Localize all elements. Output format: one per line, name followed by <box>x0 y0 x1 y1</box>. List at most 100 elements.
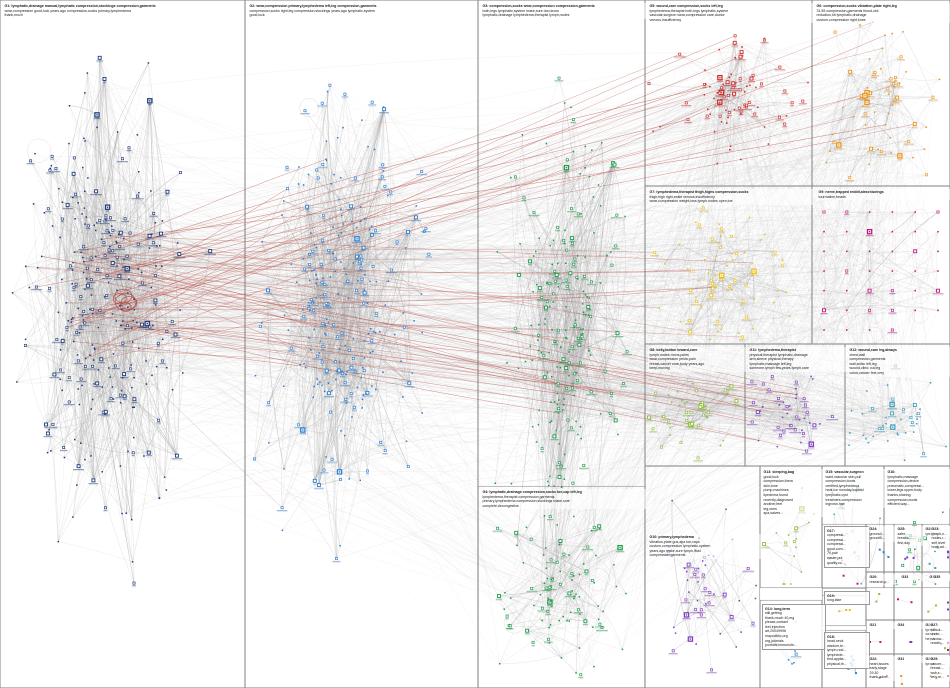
graph-node <box>754 597 757 600</box>
graph-node <box>670 401 673 403</box>
graph-node <box>591 149 593 151</box>
graph-node <box>519 243 521 245</box>
graph-node <box>912 521 916 524</box>
graph-node <box>566 337 568 340</box>
graph-node <box>562 404 565 406</box>
graph-node <box>557 76 561 80</box>
graph-node <box>890 152 892 154</box>
graph-node <box>584 145 586 148</box>
graph-node <box>121 157 124 161</box>
graph-node <box>568 620 570 622</box>
graph-node <box>525 526 528 529</box>
graph-node <box>65 302 67 304</box>
graph-node <box>554 341 556 344</box>
graph-node <box>693 572 697 576</box>
graph-node <box>311 249 315 253</box>
graph-node <box>658 307 660 309</box>
graph-node <box>565 386 569 390</box>
graph-node <box>599 282 601 284</box>
graph-node <box>550 401 552 403</box>
graph-node <box>910 421 914 425</box>
graph-node <box>755 584 757 587</box>
graph-node <box>838 610 841 613</box>
graph-node <box>336 335 340 339</box>
graph-node <box>308 279 311 282</box>
graph-node <box>332 226 334 229</box>
graph-node <box>316 354 320 358</box>
graph-node <box>127 146 131 150</box>
graph-node <box>99 357 104 362</box>
graph-node <box>662 414 666 418</box>
graph-node <box>744 315 748 319</box>
graph-node <box>549 558 553 562</box>
graph-node <box>735 252 739 255</box>
graph-node <box>563 102 566 104</box>
graph-node <box>563 398 565 400</box>
graph-node <box>145 383 148 385</box>
graph-node <box>552 577 554 579</box>
graph-node <box>131 386 133 389</box>
graph-node <box>906 556 909 559</box>
graph-node <box>503 608 505 610</box>
graph-node <box>315 297 317 299</box>
graph-node <box>76 484 78 486</box>
graph-node <box>325 140 328 142</box>
graph-node <box>285 165 289 169</box>
graph-node <box>379 330 381 333</box>
graph-node <box>329 410 333 414</box>
graph-node <box>701 206 705 210</box>
graph-node <box>914 548 916 550</box>
graph-node <box>574 319 577 321</box>
graph-node <box>76 359 80 363</box>
graph-node <box>755 86 757 89</box>
graph-node <box>709 85 711 88</box>
graph-node <box>853 115 855 118</box>
graph-node <box>537 349 540 352</box>
graph-node <box>744 91 746 93</box>
graph-node <box>340 232 343 234</box>
graph-node <box>858 541 860 543</box>
graph-node <box>938 78 941 81</box>
graph-node <box>733 278 737 282</box>
graph-node <box>575 371 578 374</box>
graph-node <box>323 293 327 297</box>
graph-node <box>119 304 121 307</box>
graph-node <box>725 109 727 111</box>
graph-node <box>666 419 670 423</box>
graph-node <box>908 548 912 552</box>
graph-node <box>85 266 89 270</box>
graph-node <box>513 326 517 330</box>
graph-node <box>365 393 367 395</box>
graph-node <box>855 486 859 490</box>
graph-node <box>940 642 943 645</box>
graph-node <box>548 626 550 629</box>
graph-node <box>918 538 922 542</box>
graph-node <box>340 430 342 432</box>
graph-node <box>795 388 797 390</box>
graph-node <box>661 415 663 417</box>
graph-node <box>783 583 786 585</box>
graph-node <box>342 126 344 129</box>
graph-node <box>138 171 140 173</box>
graph-node <box>770 374 774 378</box>
graph-node <box>923 148 926 150</box>
graph-node <box>862 434 865 436</box>
graph-node <box>11 292 14 294</box>
graph-node <box>74 218 76 220</box>
graph-node <box>538 237 540 239</box>
graph-node <box>709 338 711 341</box>
graph-node <box>684 411 688 414</box>
graph-node <box>133 406 135 408</box>
graph-node <box>516 544 518 547</box>
graph-node <box>152 324 154 327</box>
graph-node <box>705 408 707 411</box>
graph-node <box>74 282 78 286</box>
graph-node <box>735 82 737 84</box>
graph-node <box>61 278 63 281</box>
graph-node <box>696 456 700 460</box>
graph-node <box>50 164 53 167</box>
graph-node <box>576 337 580 340</box>
graph-node <box>705 83 707 85</box>
graph-node <box>795 621 797 623</box>
